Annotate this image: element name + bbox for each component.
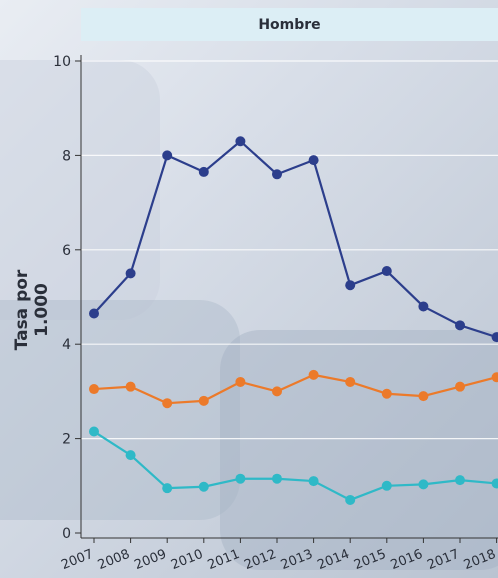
data-point [198, 395, 209, 406]
y-tick-label: 8 [62, 148, 71, 164]
data-point [381, 388, 392, 399]
x-tick-label: 2013 [279, 547, 315, 573]
y-tick-label: 4 [62, 337, 71, 353]
data-point [308, 476, 319, 487]
data-point [272, 169, 282, 180]
data-point [381, 266, 392, 277]
data-point [235, 473, 246, 484]
background-photo-shape [0, 300, 240, 520]
x-tick-label: 2008 [96, 547, 132, 573]
data-point [89, 384, 99, 395]
data-point [455, 475, 465, 486]
data-point [308, 369, 319, 380]
data-point [162, 150, 173, 161]
data-point [345, 494, 356, 505]
data-point [272, 386, 282, 397]
data-point [381, 480, 392, 491]
data-point [125, 268, 136, 279]
y-tick-label: 10 [53, 54, 71, 70]
series-line [93, 373, 497, 405]
y-tick-label: 6 [62, 243, 71, 259]
data-point [235, 376, 246, 387]
x-tick-label: 2012 [242, 547, 278, 573]
data-point [345, 280, 356, 291]
data-point [491, 372, 498, 383]
data-point [491, 332, 498, 343]
x-tick-label: 2009 [132, 547, 168, 573]
data-point [418, 391, 429, 402]
x-tick-label: 2011 [206, 547, 242, 573]
data-point [308, 155, 319, 166]
x-tick-label: 2007 [59, 547, 95, 573]
data-point [162, 483, 173, 494]
y-tick-label: 0 [62, 526, 71, 542]
data-point [418, 479, 429, 490]
data-point [198, 166, 209, 177]
data-point [491, 478, 498, 489]
data-point [272, 473, 282, 484]
x-tick-label: 2017 [425, 547, 461, 573]
data-point [345, 376, 356, 387]
data-point [125, 381, 136, 392]
data-point [455, 381, 465, 392]
data-point [198, 481, 209, 492]
data-point [455, 320, 465, 331]
data-point [162, 398, 173, 409]
data-point [89, 426, 99, 437]
series-line [93, 140, 497, 339]
background-photo-shape [220, 330, 498, 570]
chart-title: Hombre [81, 8, 498, 41]
data-point [235, 136, 246, 147]
series-line [93, 430, 497, 502]
x-tick-label: 2015 [352, 547, 388, 573]
x-tick-label: 2014 [315, 547, 351, 573]
data-point [418, 301, 429, 312]
y-tick-label: 2 [62, 432, 71, 448]
data-point [125, 450, 136, 461]
x-tick-label: 2018 [462, 547, 498, 573]
x-tick-label: 2010 [169, 547, 205, 573]
data-point [89, 308, 99, 319]
x-tick-label: 2016 [389, 547, 425, 573]
